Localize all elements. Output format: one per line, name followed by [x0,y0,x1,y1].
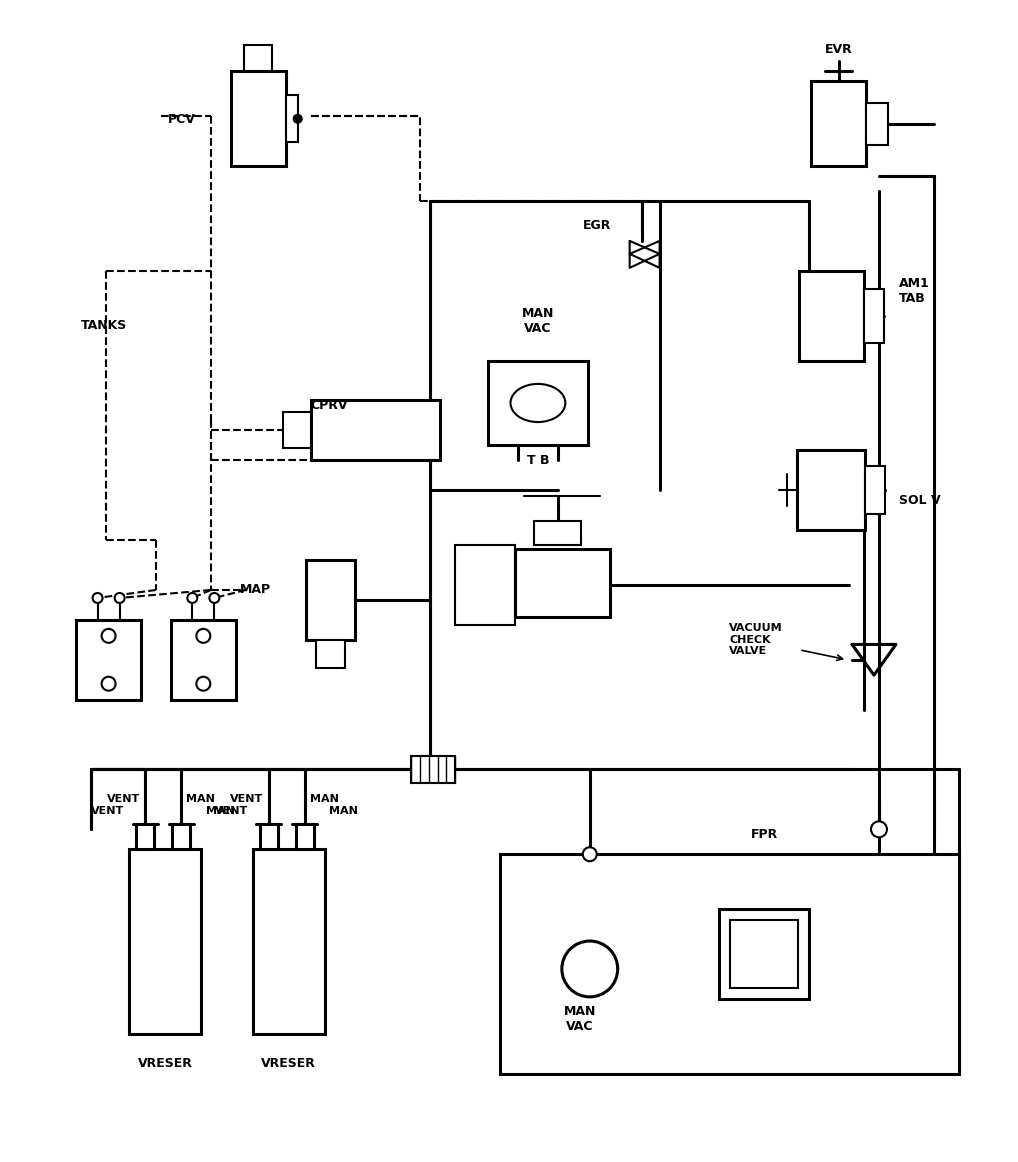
Bar [720,909,809,999]
Bar [316,640,345,668]
Text: MAP: MAP [239,583,271,596]
Bar [129,849,201,1034]
Bar [136,824,154,849]
Text: VENT: VENT [215,806,247,817]
Circle shape [871,822,887,838]
Bar [171,619,236,700]
Bar [310,401,440,460]
Text: CPRV: CPRV [310,399,348,413]
Bar [231,71,286,166]
Circle shape [210,593,219,603]
Bar [811,81,866,166]
Bar [260,824,278,849]
Text: MAN: MAN [186,795,216,804]
Text: MAN: MAN [310,795,339,804]
Text: MAN: MAN [330,806,358,817]
Text: AM1
TAB: AM1 TAB [899,277,929,304]
Bar [533,522,581,545]
Circle shape [562,941,618,997]
Circle shape [196,629,211,643]
Text: VENT: VENT [91,806,124,817]
Circle shape [582,847,597,861]
Text: VACUUM
CHECK
VALVE: VACUUM CHECK VALVE [729,623,783,657]
Circle shape [187,593,197,603]
Circle shape [196,676,211,690]
Bar [411,755,455,783]
Text: TANKS: TANKS [81,320,127,332]
Text: EGR: EGR [583,220,612,232]
Circle shape [115,593,124,603]
Text: VENT: VENT [230,795,264,804]
Circle shape [102,629,116,643]
Bar [76,619,142,700]
Bar [286,95,297,143]
Bar [296,824,314,849]
Circle shape [102,676,116,690]
Text: MAN
VAC: MAN VAC [564,1005,596,1033]
Bar [866,102,888,145]
Text: PCV: PCV [168,113,195,125]
Text: EVR: EVR [825,43,852,56]
Text: VRESER: VRESER [137,1057,192,1070]
Text: T B: T B [526,454,549,467]
Bar [305,560,355,640]
Text: FPR: FPR [750,827,778,841]
Text: SOL V: SOL V [899,494,941,507]
Bar [515,550,610,617]
Text: MAN: MAN [206,806,235,817]
Bar [500,854,959,1074]
Bar [797,451,865,530]
Text: VRESER: VRESER [262,1057,316,1070]
Bar [252,849,325,1034]
Bar [172,824,190,849]
Bar [730,920,798,988]
Text: MAN
VAC: MAN VAC [522,307,554,335]
Circle shape [93,593,103,603]
Text: VENT: VENT [107,795,139,804]
Bar [799,271,864,360]
Bar [283,413,310,449]
Circle shape [293,115,301,123]
Bar [244,45,272,71]
Ellipse shape [510,383,565,422]
Bar [865,466,885,514]
Bar [488,360,587,445]
Bar [864,289,884,343]
Bar [455,545,515,625]
